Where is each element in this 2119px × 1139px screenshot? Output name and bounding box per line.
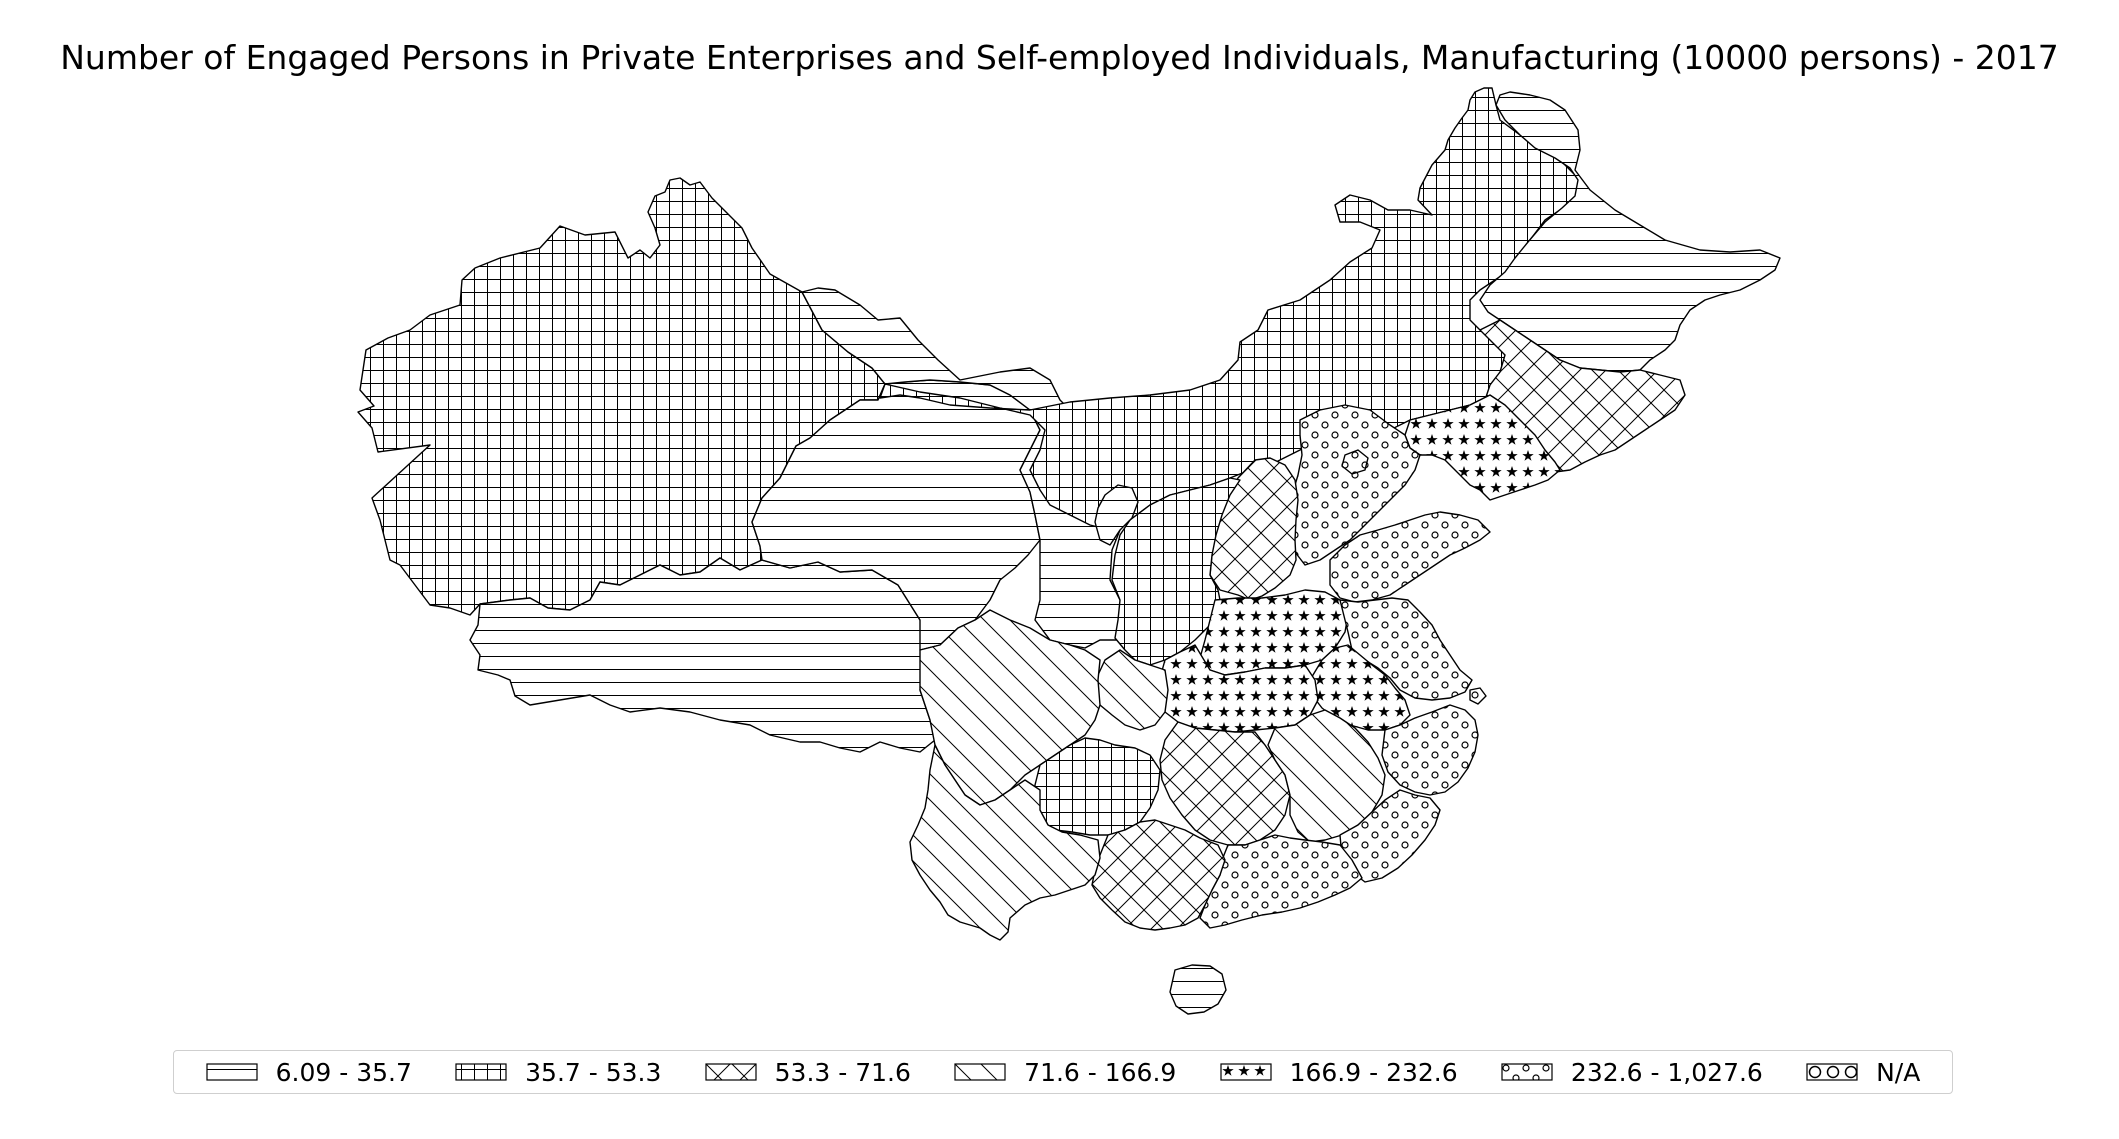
legend-label: 6.09 - 35.7 (275, 1057, 412, 1087)
legend-swatch-c5 (1219, 1063, 1272, 1081)
legend-swatch-c2 (455, 1063, 507, 1081)
legend-swatch-na (1806, 1063, 1858, 1081)
legend: 6.09 - 35.7 35.7 - 53.3 53.3 - 71.6 71.6 - … (173, 1050, 1953, 1094)
legend-item-c5: 166.9 - 232.6 (1219, 1057, 1458, 1087)
region-anhui (1309, 644, 1411, 731)
legend-swatch-c1 (206, 1063, 258, 1081)
region-ningxia (1094, 484, 1139, 546)
region-hainan (1169, 964, 1227, 1015)
legend-item-c4: 71.6 - 166.9 (954, 1058, 1176, 1087)
region-liaoning (1404, 394, 1561, 501)
legend-swatch-c3 (705, 1063, 757, 1081)
region-heilongjiang (1479, 91, 1781, 373)
legend-item-c6: 232.6 - 1,027.6 (1501, 1058, 1763, 1087)
legend-swatch-c6 (1501, 1063, 1553, 1081)
legend-item-c3: 53.3 - 71.6 (705, 1058, 911, 1087)
map-title: Number of Engaged Persons in Private Ent… (60, 38, 2059, 77)
region-beijing (1341, 449, 1369, 475)
legend-item-c2: 35.7 - 53.3 (455, 1058, 661, 1087)
legend-swatch-c4 (954, 1063, 1006, 1081)
legend-item-c1: 6.09 - 35.7 (206, 1058, 412, 1087)
region-zhejiang (1381, 704, 1479, 796)
legend-label: 53.3 - 71.6 (774, 1057, 911, 1087)
legend-label: 71.6 - 166.9 (1024, 1057, 1177, 1087)
legend-label: 166.9 - 232.6 (1289, 1057, 1458, 1087)
region-gansu (801, 287, 1141, 649)
region-hunan (1159, 721, 1291, 846)
region-shanghai (1469, 687, 1487, 705)
legend-label: 35.7 - 53.3 (525, 1057, 662, 1087)
legend-label: N/A (1876, 1057, 1921, 1087)
region-yunnan (909, 744, 1101, 941)
region-guangdong (1199, 834, 1363, 929)
legend-item-na: N/A (1806, 1058, 1920, 1087)
legend-label: 232.6 - 1,027.6 (1570, 1057, 1763, 1087)
region-tibet (469, 557, 936, 753)
region-guangxi (1091, 819, 1226, 931)
